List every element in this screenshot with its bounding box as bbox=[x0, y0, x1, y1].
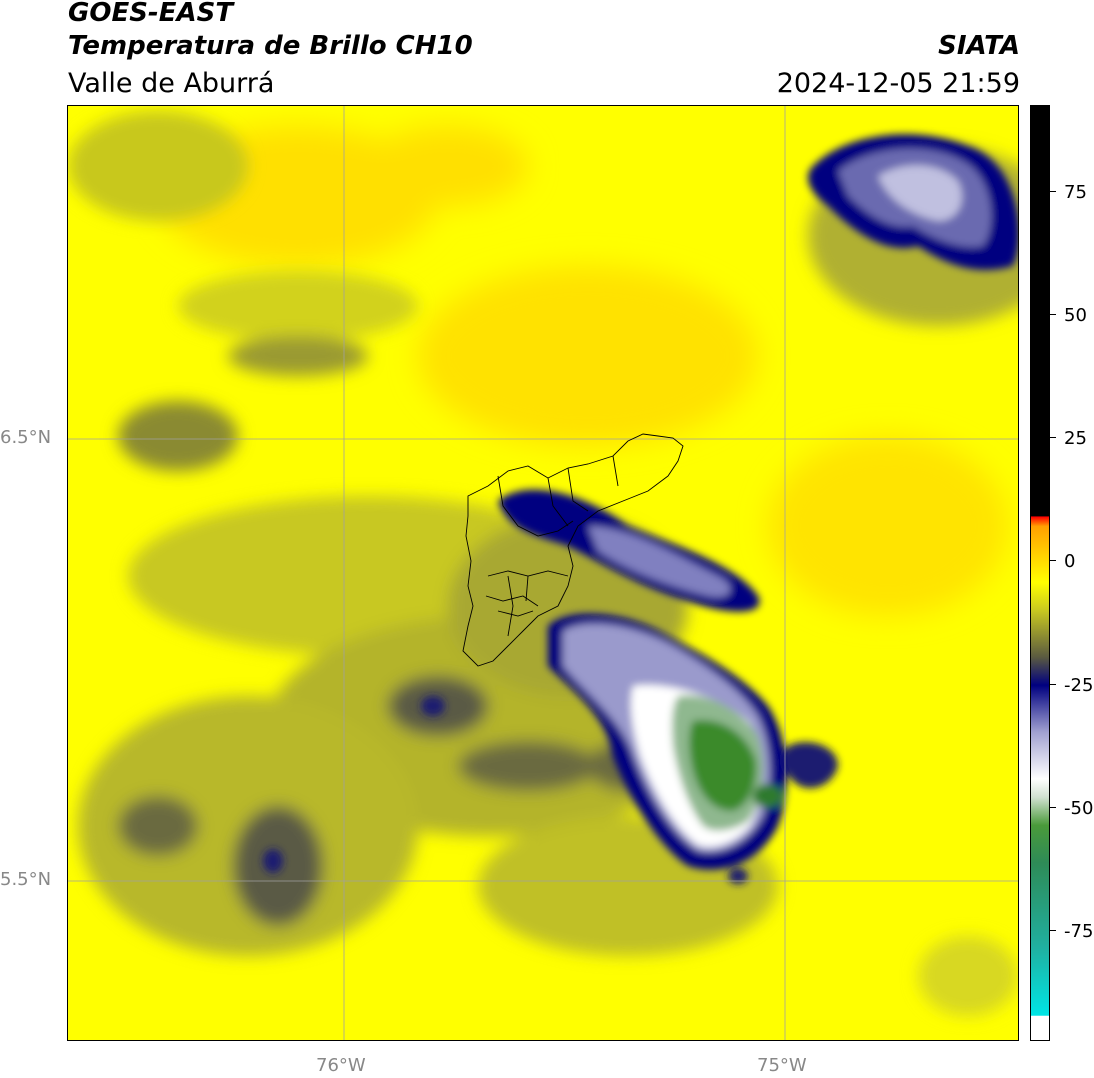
colorbar-tick bbox=[1050, 930, 1056, 931]
lon-label-76w: 76°W bbox=[316, 1055, 366, 1076]
colorbar-label-0: 0 bbox=[1064, 551, 1076, 572]
graticule bbox=[68, 106, 1018, 1040]
map-field bbox=[68, 106, 1018, 1040]
colorbar-label-50: 50 bbox=[1064, 305, 1087, 326]
colorbar-tick bbox=[1050, 191, 1056, 192]
product-title: Temperatura de Brillo CH10 bbox=[68, 31, 473, 61]
colorbar-label-minus-50: -50 bbox=[1064, 798, 1094, 819]
colorbar-tick bbox=[1050, 314, 1056, 315]
colorbar-label-25: 25 bbox=[1064, 428, 1087, 449]
lat-label-5-5n: 5.5°N bbox=[0, 869, 52, 890]
colorbar-tick bbox=[1050, 560, 1056, 561]
colorbar-tick bbox=[1050, 807, 1056, 808]
colorbar-label-75: 75 bbox=[1064, 182, 1087, 203]
warm-patches bbox=[158, 126, 1008, 616]
colorbar bbox=[1030, 105, 1050, 1041]
valle-de-aburra-boundaries bbox=[462, 433, 684, 667]
colorbar-tick bbox=[1050, 684, 1056, 685]
region-label: Valle de Aburrá bbox=[68, 68, 275, 99]
lat-label-6-5n: 6.5°N bbox=[0, 427, 52, 448]
satellite-title: GOES-EAST bbox=[68, 0, 234, 28]
colorbar-label-minus-25: -25 bbox=[1064, 675, 1094, 696]
lon-label-75w: 75°W bbox=[757, 1055, 807, 1076]
brightness-temperature-map bbox=[67, 105, 1019, 1041]
colorbar-tick bbox=[1050, 437, 1056, 438]
colorbar-label-minus-75: -75 bbox=[1064, 921, 1094, 942]
organization-label: SIATA bbox=[938, 31, 1020, 61]
timestamp: 2024-12-05 21:59 bbox=[776, 68, 1020, 99]
